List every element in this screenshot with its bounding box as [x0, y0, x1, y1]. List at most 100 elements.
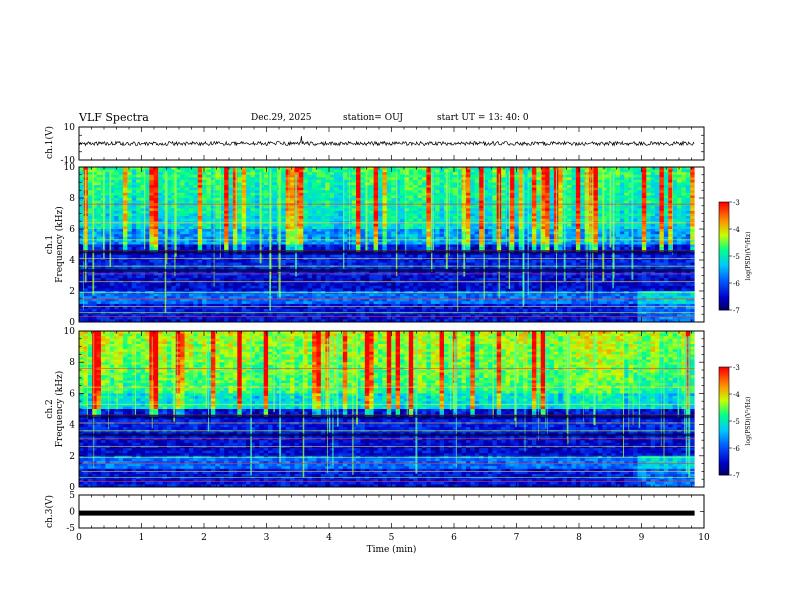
spectrogram-cell [685, 239, 691, 243]
spectrogram-cell [210, 205, 216, 209]
spectrogram-cell [487, 226, 493, 230]
spectrogram-cell [153, 254, 159, 258]
spectrogram-cell [386, 254, 392, 258]
spectrogram-cell [663, 231, 669, 235]
spectrogram-cell [325, 200, 331, 204]
spectrogram-cell [303, 239, 309, 243]
spectrogram-cell [228, 236, 234, 240]
spectrogram-cell [180, 190, 185, 194]
spectrogram-cell [320, 229, 326, 232]
spectrogram-cell [615, 177, 621, 181]
spectrogram-cell [378, 241, 383, 245]
spectrogram-cell [215, 218, 221, 222]
spectrogram-cell [136, 234, 141, 238]
spectrogram-cell [373, 177, 379, 181]
spectrogram-cell [615, 179, 621, 183]
spectrogram-cell [426, 185, 432, 188]
spectrogram-cell [206, 231, 212, 235]
spectrogram-cell [325, 216, 331, 219]
spectrogram-cell [246, 229, 251, 232]
spectrogram-cell [224, 179, 229, 183]
spectrogram-cell [241, 192, 247, 196]
spectrogram-cell [589, 190, 594, 194]
spectrogram-cell [514, 216, 520, 219]
spectrogram-cell [624, 231, 630, 235]
spectrogram-cell [628, 205, 634, 209]
spectrogram-cell [224, 172, 229, 176]
spectrogram-cell [131, 172, 137, 176]
spectrogram-cell [558, 195, 564, 199]
spectrogram-cell [197, 187, 203, 191]
spectrogram-cell [536, 185, 542, 188]
spectrogram-cell [307, 182, 313, 186]
spectrogram-cell [351, 172, 357, 176]
spectrogram-cell [210, 208, 216, 212]
spectrogram-cell [417, 257, 423, 261]
spectrogram-cell [474, 167, 480, 170]
spectrogram-cell [193, 223, 199, 227]
spectrogram-cell [180, 174, 185, 178]
spectrogram-cell [417, 167, 423, 170]
spectrogram-cell [259, 200, 265, 204]
spectrogram-cell [668, 177, 674, 181]
spectrogram-cell [386, 234, 392, 238]
spectrogram-cell [369, 231, 375, 235]
spectrogram-cell [144, 205, 150, 209]
spectrogram-cell [272, 223, 278, 227]
spectrogram-cell [342, 216, 348, 219]
spectrogram-cell [619, 239, 625, 243]
spectrogram-cell [404, 254, 410, 258]
spectrogram-cell [606, 231, 612, 235]
spectrogram-cell [369, 179, 375, 183]
spectrogram-cell [351, 210, 357, 214]
spectrogram-cell [166, 167, 172, 170]
spectrogram-cell [180, 216, 185, 219]
spectrogram-cell [92, 223, 97, 227]
spectrogram-cell [615, 172, 621, 176]
spectrogram-cell [219, 205, 225, 209]
spectrogram-cell [272, 226, 278, 230]
spectrogram-cell [96, 198, 102, 201]
spectrogram-cell [637, 247, 643, 250]
spectrogram-cell [404, 213, 410, 217]
spectrogram-cell [540, 252, 546, 256]
spectrogram-cell [378, 231, 383, 235]
spectrogram-cell [523, 200, 528, 204]
spectrogram-cell [144, 169, 150, 173]
spectrogram-cell [663, 205, 669, 209]
spectrogram-cell [681, 182, 687, 186]
spectrogram-cell [171, 229, 177, 232]
spectrogram-cell [219, 244, 225, 248]
spectrogram-cell [232, 172, 238, 176]
spectrogram-cell [241, 231, 247, 235]
spectrogram-cell [140, 247, 146, 250]
spectrogram-cell [624, 216, 630, 219]
spectrogram-cell [479, 185, 484, 188]
spectrogram-cell [527, 187, 533, 191]
spectrogram-cell [633, 234, 638, 238]
spectrogram-cell [465, 218, 471, 222]
spectrogram-cell [672, 218, 678, 222]
spectrogram-cell [619, 179, 625, 183]
spectrogram-cell [421, 169, 427, 173]
spectrogram-cell [285, 254, 291, 258]
spectrogram-cell [439, 167, 445, 170]
spectrogram-cell [224, 208, 229, 212]
spectrogram-cell [615, 247, 621, 250]
spectrogram-cell [338, 200, 344, 204]
spectrogram-cell [575, 203, 581, 207]
spectrogram-cell [175, 185, 181, 188]
spectrogram-cell [404, 203, 410, 207]
spectrogram-cell [404, 223, 410, 227]
spectrogram-cell [334, 244, 339, 248]
spectrogram-cell [109, 187, 115, 191]
spectrogram-cell [166, 190, 172, 194]
spectrogram-cell [677, 210, 682, 214]
spectrogram-cell [241, 179, 247, 183]
spectrogram-cell [109, 167, 115, 170]
spectrogram-cell [131, 167, 137, 170]
spectrogram-cell [531, 185, 537, 188]
spectrogram-cell [246, 208, 251, 212]
spectrogram-cell [109, 218, 115, 222]
spectrogram-cell [523, 229, 528, 232]
